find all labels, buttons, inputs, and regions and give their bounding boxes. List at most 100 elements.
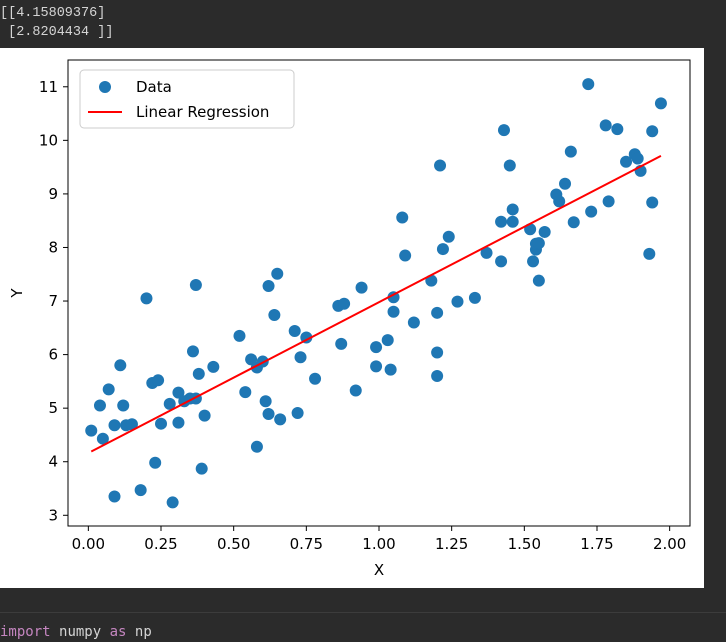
data-point [527,255,540,268]
data-point [207,360,220,373]
data-point [370,360,383,373]
data-point [262,280,275,293]
x-tick-label: 1.75 [580,535,613,553]
data-point [233,329,246,342]
data-point [155,417,168,430]
data-point [387,291,400,304]
x-tick-label: 0.50 [217,535,250,553]
data-point [259,395,272,408]
data-point [384,363,397,376]
legend-data-marker [99,81,111,93]
data-point [602,195,615,208]
data-point [186,345,199,358]
code-cell-line[interactable]: import numpy as np [0,622,152,642]
data-point [646,196,659,209]
x-tick-label: 1.00 [362,535,395,553]
data-point [166,496,179,509]
data-point [335,337,348,350]
data-point [506,203,519,216]
data-point [468,291,481,304]
data-point [288,325,301,338]
y-tick-label: 10 [39,131,58,149]
data-point [497,124,510,137]
y-tick-label: 7 [48,292,58,310]
data-point [96,432,109,445]
data-point [553,195,566,208]
plot-frame [67,59,691,527]
data-point [654,97,667,110]
data-point [172,416,185,429]
data-point [338,297,351,310]
y-tick-label: 5 [48,399,58,417]
code-keyword-as: as [109,624,127,640]
data-point [381,334,394,347]
data-point [387,305,400,318]
data-point [431,370,444,383]
data-point [399,249,412,262]
legend-data-label: Data [136,78,172,96]
y-tick-label: 8 [48,238,58,256]
data-point [396,211,409,224]
code-keyword-import: import [0,624,51,640]
data-point [149,456,162,469]
cell-output-text: [[4.15809376] [2.8204434 ]] [0,4,113,42]
regression-plot-figure: 0.00 0.25 0.50 0.75 1.00 1.25 1.50 1.75 2.00 3 4 5 6… [0,48,704,588]
data-point [495,255,508,268]
x-tick-label: 0.00 [72,535,105,553]
y-tick-label: 11 [39,78,58,96]
data-point [480,246,493,259]
x-axis-label: X [374,561,384,579]
output-line-1: [[4.15809376] [0,6,106,21]
regression-chart: 0.00 0.25 0.50 0.75 1.00 1.25 1.50 1.75 2.00 3 4 5 6… [8,59,691,579]
chart-marks [85,78,667,509]
data-point [506,215,519,228]
y-tick-label: 6 [48,346,58,364]
data-point [108,419,121,432]
data-point [309,372,322,385]
data-point [291,406,304,419]
data-point [599,119,612,132]
data-point [631,152,644,165]
data-point [451,295,464,308]
data-point [620,155,633,168]
data-point [434,159,447,172]
data-point [564,145,577,158]
x-tick-label: 0.75 [290,535,323,553]
data-point [163,397,176,410]
legend-line-label: Linear Regression [136,103,269,121]
data-point [152,374,165,387]
data-point [503,159,516,172]
data-point [436,243,449,256]
data-point [195,462,208,475]
regression-line [90,154,662,453]
data-point [239,386,252,399]
data-point [198,409,211,422]
y-tick-label: 4 [48,453,58,471]
data-point [431,346,444,359]
data-point [585,205,598,218]
data-point [538,225,551,238]
cell-divider [0,612,726,613]
y-tick-label: 3 [48,506,58,524]
data-point [532,237,545,250]
data-point [271,267,284,280]
data-point [646,125,659,138]
data-point [134,484,147,497]
data-point [140,292,153,305]
output-line-2: [2.8204434 ]] [0,25,114,40]
data-point [125,418,138,431]
data-point [582,78,595,91]
data-point [192,367,205,380]
code-alias: np [134,624,152,640]
data-point [93,399,106,412]
data-point [567,216,580,229]
data-point [407,316,420,329]
x-tick-label: 0.25 [144,535,177,553]
data-point [559,177,572,190]
legend-box [79,69,295,129]
x-tick-label: 2.00 [653,535,686,553]
data-point [189,278,202,291]
data-point [370,341,383,354]
chart-legend: Data Linear Regression [79,69,295,129]
data-point [117,399,130,412]
